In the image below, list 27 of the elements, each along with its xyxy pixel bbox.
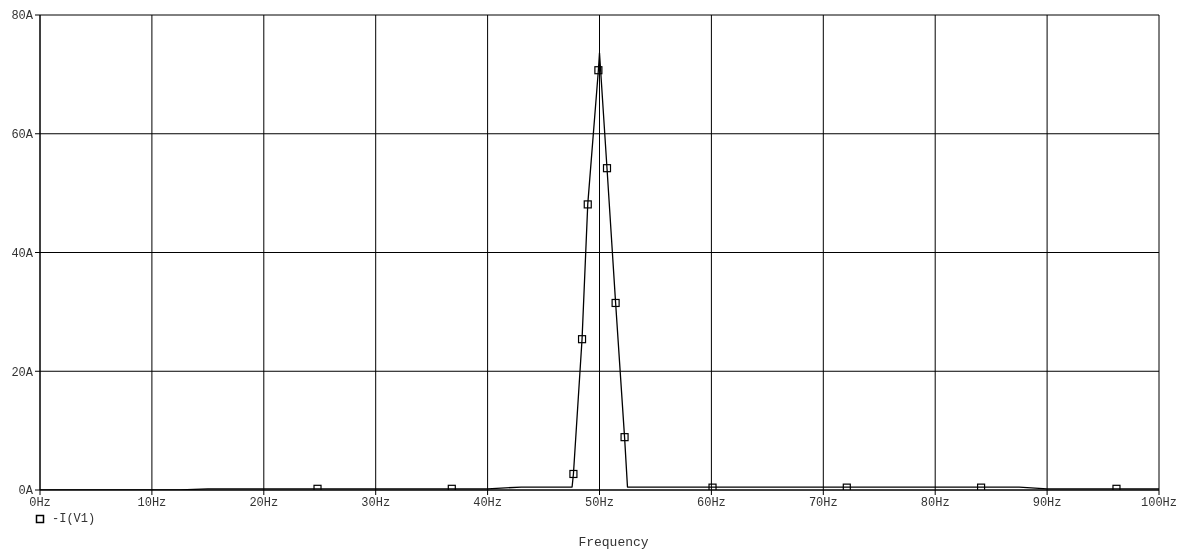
y-tick-label: 40A [11,246,34,261]
point [569,469,578,479]
point [976,483,986,490]
point [842,483,851,490]
x-tick-label: 30Hz [361,495,391,510]
x-axis-title: Frequency [577,535,650,550]
point [577,335,587,344]
x-tick-label: 50Hz [585,495,614,510]
point [620,433,629,442]
y-tick-label: 60A [11,128,34,143]
y-tick-label: 20A [11,365,34,380]
x-tick-label: 80Hz [920,495,950,510]
point [611,298,620,308]
point [594,66,603,75]
legend-label: -I(V1) [52,512,96,526]
x-tick-label: 60Hz [696,495,726,510]
point [602,164,612,173]
x-tick-label: 40Hz [473,495,503,510]
x-tick-label: 0Hz [29,495,51,510]
x-tick-label: 10Hz [137,495,167,510]
y-tick-label: 80A [11,9,34,24]
x-tick-label: 70Hz [808,495,838,510]
x-tick-label: 90Hz [1032,495,1062,510]
point [708,483,717,490]
x-tick-label: 100Hz [1140,495,1178,510]
point [583,200,592,209]
x-tick-label: 20Hz [249,495,279,510]
